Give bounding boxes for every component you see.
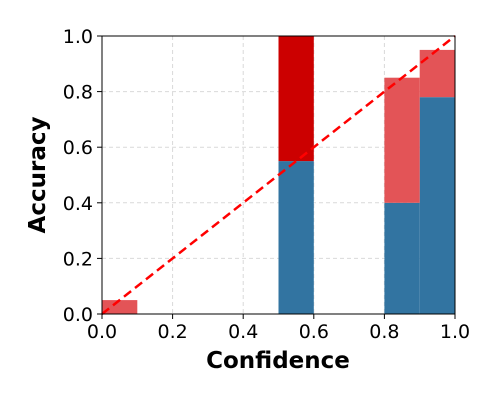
- accuracy-bar: [419, 97, 455, 314]
- y-tick-label: 0.2: [63, 248, 93, 270]
- ticks: 0.0 0.2 0.4 0.6 0.8 1.0 0.0 0.2 0.4 0.6 0.8 1.0: [63, 26, 470, 343]
- x-tick-label: 1.0: [440, 321, 470, 343]
- gap-bar: [384, 77, 420, 203]
- y-tick-label: 0.6: [63, 137, 93, 159]
- x-tick-label: 0.6: [299, 321, 329, 343]
- x-tick-label: 0.2: [157, 321, 187, 343]
- x-axis-label: Confidence: [206, 348, 350, 374]
- diagonal-layer: [101, 35, 456, 315]
- gap-bar: [278, 36, 314, 162]
- y-axis-label: Accuracy: [25, 117, 51, 234]
- x-tick-label: 0.4: [228, 321, 258, 343]
- y-tick-label: 1.0: [63, 26, 93, 48]
- accuracy-bar: [278, 161, 314, 314]
- gap-bar: [419, 49, 455, 98]
- y-tick-label: 0.4: [63, 193, 93, 215]
- plot-frame: [101, 35, 456, 315]
- gap-bar: [102, 300, 138, 314]
- x-tick-label: 0.8: [369, 321, 399, 343]
- y-tick-label: 0.0: [63, 304, 93, 326]
- y-tick-label: 0.8: [63, 82, 93, 104]
- perfect-calibration-line: [101, 35, 456, 315]
- x-tick-label: 0.0: [87, 321, 117, 343]
- bars: [102, 36, 455, 314]
- accuracy-bar: [384, 202, 420, 314]
